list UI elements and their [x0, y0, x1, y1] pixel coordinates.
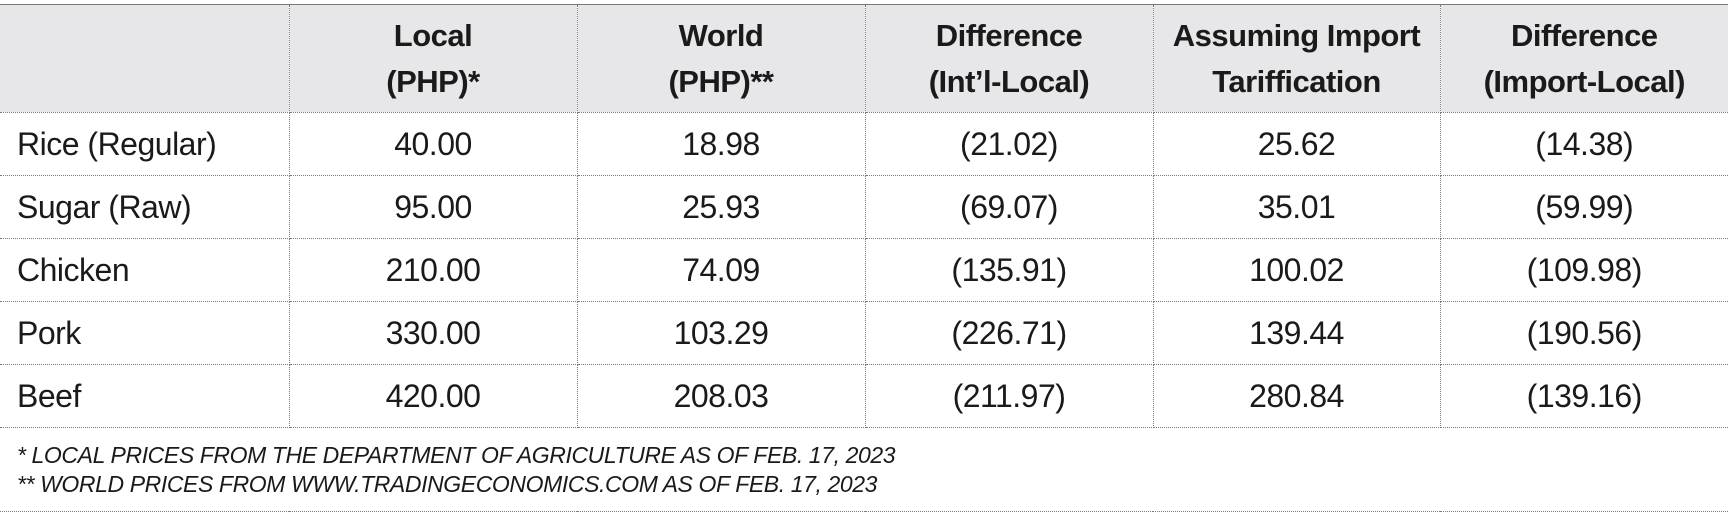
header-world-price: World (PHP)**: [576, 4, 866, 113]
cell-difference-intl-local: (211.97): [864, 364, 1154, 428]
header-line: Assuming Import: [1172, 17, 1421, 53]
cell-difference-intl-local: (226.71): [864, 301, 1154, 365]
cell-commodity: Sugar (Raw): [0, 175, 290, 239]
table-row: Beef 420.00 208.03 (211.97) 280.84 (139.…: [0, 364, 1728, 428]
cell-local-price: 420.00: [288, 364, 578, 428]
cell-commodity: Rice (Regular): [0, 112, 290, 176]
cell-difference-intl-local: (69.07): [864, 175, 1154, 239]
cell-local-price: 95.00: [288, 175, 578, 239]
cell-commodity: Chicken: [0, 238, 290, 302]
cell-difference-import-local: (139.16): [1439, 364, 1728, 428]
cell-difference-import-local: (109.98): [1439, 238, 1728, 302]
cell-local-price: 40.00: [288, 112, 578, 176]
header-line: (Int’l-Local): [928, 63, 1090, 99]
header-import-tariffication: Assuming Import Tariffication: [1152, 4, 1441, 113]
price-comparison-table-container: Local (PHP)* World (PHP)** Difference (I…: [0, 4, 1728, 512]
table-header: Local (PHP)* World (PHP)** Difference (I…: [0, 4, 1728, 113]
footnote-local-prices: * LOCAL PRICES FROM THE DEPARTMENT OF AG…: [17, 441, 896, 468]
table-row: Pork 330.00 103.29 (226.71) 139.44 (190.…: [0, 301, 1728, 365]
cell-local-price: 210.00: [288, 238, 578, 302]
header-line: Difference: [935, 17, 1083, 53]
header-line: (PHP)**: [668, 63, 774, 99]
table-footer: * LOCAL PRICES FROM THE DEPARTMENT OF AG…: [0, 427, 1728, 512]
cell-commodity: Beef: [0, 364, 290, 428]
header-difference-intl-local: Difference (Int’l-Local): [864, 4, 1154, 113]
table-row: Sugar (Raw) 95.00 25.93 (69.07) 35.01 (5…: [0, 175, 1728, 239]
cell-world-price: 74.09: [576, 238, 866, 302]
cell-difference-import-local: (59.99): [1439, 175, 1728, 239]
footnote-world-prices: ** WORLD PRICES FROM WWW.TRADINGECONOMIC…: [17, 470, 878, 497]
cell-difference-intl-local: (135.91): [864, 238, 1154, 302]
header-line: (PHP)*: [386, 63, 480, 99]
cell-import-tariffication: 35.01: [1152, 175, 1441, 239]
cell-world-price: 25.93: [576, 175, 866, 239]
header-row: Local (PHP)* World (PHP)** Difference (I…: [0, 4, 1728, 113]
table-body: Rice (Regular) 40.00 18.98 (21.02) 25.62…: [0, 112, 1728, 428]
price-comparison-table: Local (PHP)* World (PHP)** Difference (I…: [0, 4, 1728, 512]
cell-difference-import-local: (190.56): [1439, 301, 1728, 365]
header-line: (Import-Local): [1483, 63, 1686, 99]
cell-import-tariffication: 280.84: [1152, 364, 1441, 428]
header-difference-import-local: Difference (Import-Local): [1439, 4, 1728, 113]
cell-difference-intl-local: (21.02): [864, 112, 1154, 176]
cell-world-price: 18.98: [576, 112, 866, 176]
table-row: Rice (Regular) 40.00 18.98 (21.02) 25.62…: [0, 112, 1728, 176]
header-line: Difference: [1510, 17, 1658, 53]
cell-world-price: 208.03: [576, 364, 866, 428]
cell-local-price: 330.00: [288, 301, 578, 365]
cell-world-price: 103.29: [576, 301, 866, 365]
cell-difference-import-local: (14.38): [1439, 112, 1728, 176]
header-line: World: [678, 17, 764, 53]
cell-import-tariffication: 139.44: [1152, 301, 1441, 365]
footnotes-cell: * LOCAL PRICES FROM THE DEPARTMENT OF AG…: [0, 427, 1728, 512]
cell-import-tariffication: 25.62: [1152, 112, 1441, 176]
header-line: Local: [393, 17, 473, 53]
cell-import-tariffication: 100.02: [1152, 238, 1441, 302]
cell-commodity: Pork: [0, 301, 290, 365]
table-row: Chicken 210.00 74.09 (135.91) 100.02 (10…: [0, 238, 1728, 302]
footnote-row: * LOCAL PRICES FROM THE DEPARTMENT OF AG…: [0, 427, 1728, 512]
header-local-price: Local (PHP)*: [288, 4, 578, 113]
header-line: Tariffication: [1212, 63, 1381, 99]
header-commodity: [0, 4, 290, 113]
